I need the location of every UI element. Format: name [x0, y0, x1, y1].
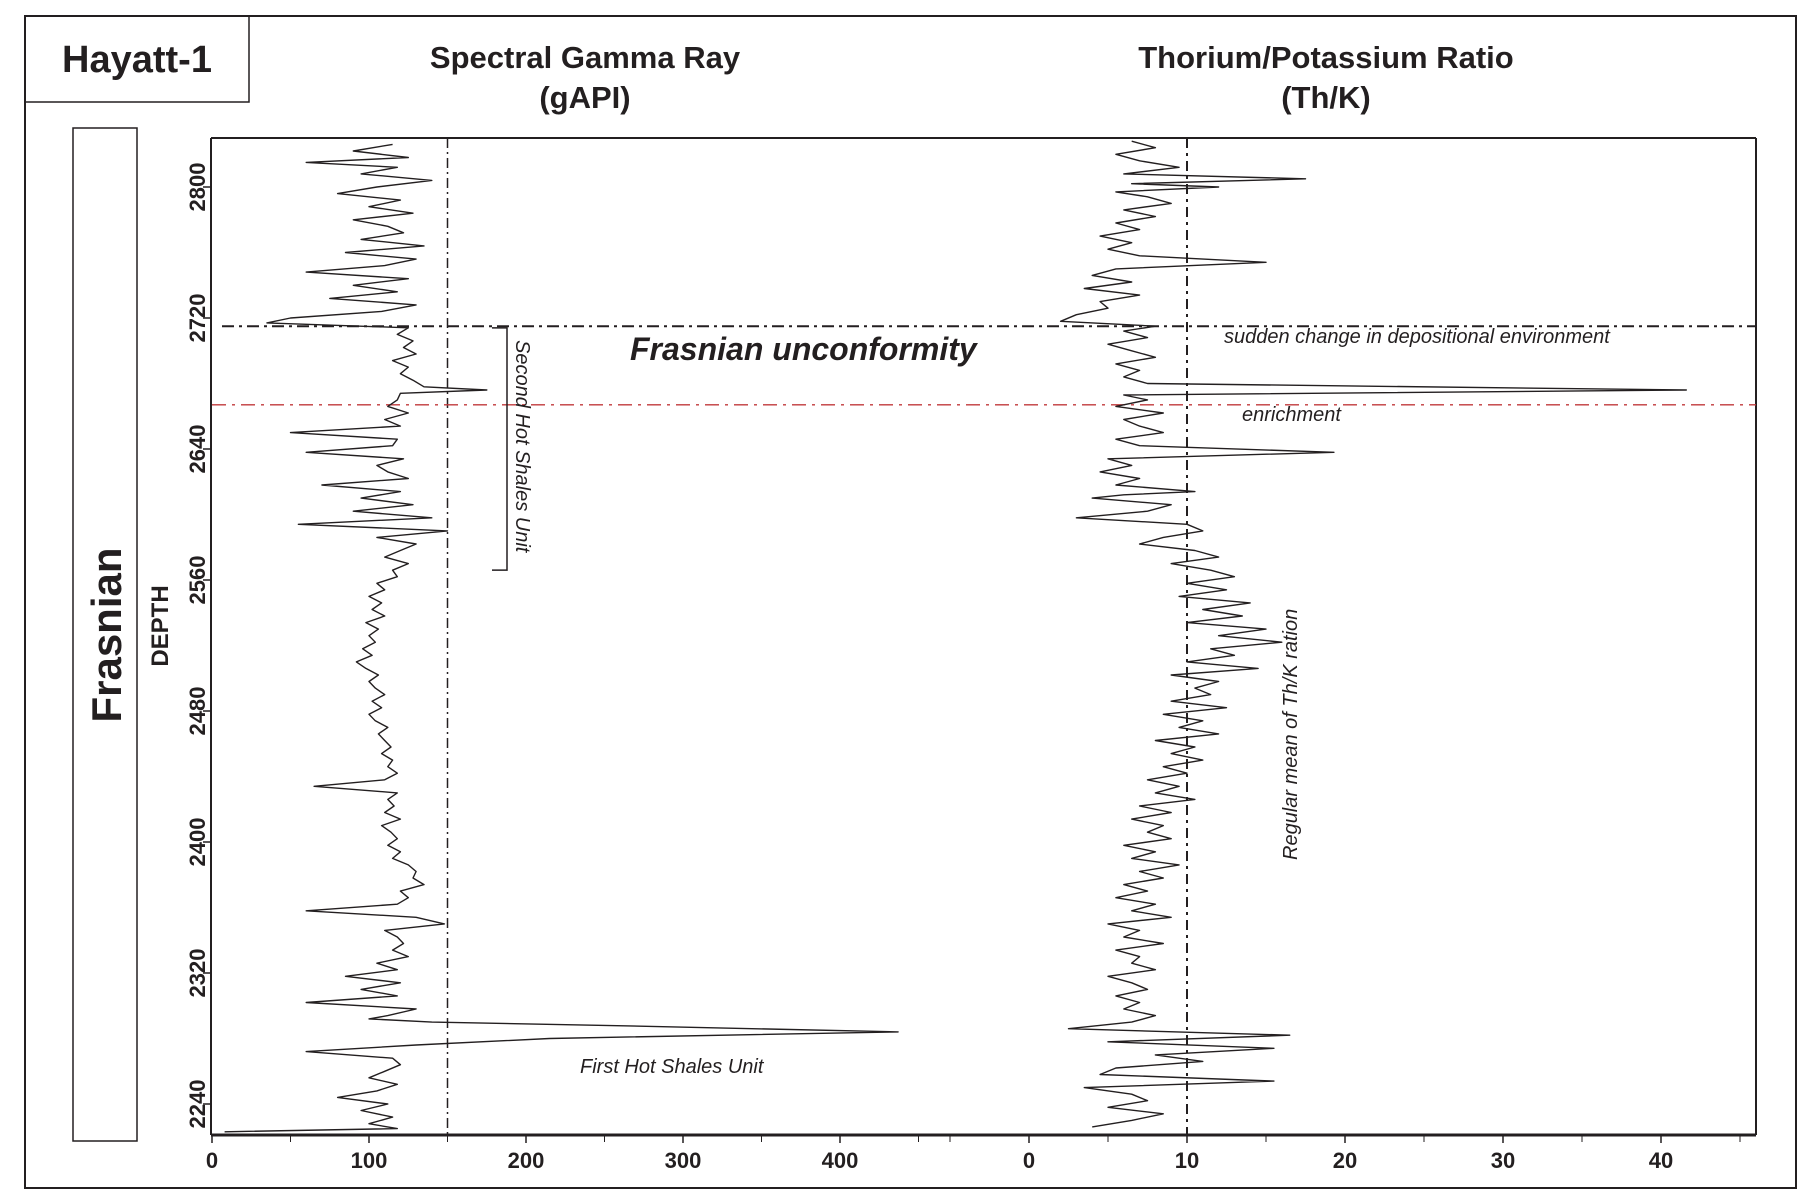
depth-tick-label: 2240 — [185, 1080, 210, 1129]
thk-tick-label: 30 — [1491, 1148, 1515, 1173]
well-name: Hayatt-1 — [62, 39, 212, 81]
formation-label: Frasnian — [83, 547, 130, 722]
thk-tick-label: 20 — [1333, 1148, 1357, 1173]
gr-title: Spectral Gamma Ray — [430, 40, 741, 75]
gr-tick-label: 100 — [351, 1148, 388, 1173]
depth-tick-label: 2800 — [185, 163, 210, 212]
formation-box — [72, 127, 138, 1142]
gr-tick-label: 300 — [665, 1148, 702, 1173]
well-name-box — [24, 15, 250, 103]
depth-axis: 2800 2720 2640 2560 2480 2400 2320 2240 — [185, 163, 211, 1129]
unconformity-label: Frasnian unconformity — [630, 331, 979, 367]
gr-curve — [224, 143, 899, 1133]
thk-x-axis: 0 10 20 30 40 — [918, 1135, 1741, 1173]
depth-tick-label: 2640 — [185, 425, 210, 474]
second-hot-shales-bracket — [492, 327, 508, 571]
regular-mean-label: Regular mean of Th/K ration — [1280, 609, 1302, 860]
gr-unit: (gAPI) — [539, 80, 630, 115]
plot-area — [210, 137, 1757, 1137]
depth-tick-label: 2480 — [185, 687, 210, 736]
second-hot-shales-label: Second Hot Shales Unit — [511, 340, 533, 554]
thk-title: Thorium/Potassium Ratio — [1138, 40, 1513, 75]
first-hot-shales-label: First Hot Shales Unit — [580, 1056, 765, 1078]
depth-tick-label: 2720 — [185, 294, 210, 343]
thk-tick-label: 0 — [1023, 1148, 1035, 1173]
outer-frame — [24, 15, 1797, 1189]
depth-tick-label: 2320 — [185, 949, 210, 998]
depth-tick-label: 2400 — [185, 818, 210, 867]
sudden-change-label: sudden change in depositional environmen… — [1224, 326, 1611, 348]
thk-tick-label: 40 — [1649, 1148, 1673, 1173]
thk-unit: (Th/K) — [1281, 80, 1371, 115]
gr-tick-label: 200 — [508, 1148, 545, 1173]
enrichment-label: enrichment — [1242, 404, 1342, 426]
thk-tick-label: 10 — [1175, 1148, 1199, 1173]
thk-curve — [1059, 140, 1688, 1128]
gr-tick-label: 0 — [206, 1148, 218, 1173]
gr-x-axis: 0 100 200 300 400 — [206, 1135, 919, 1173]
depth-tick-label: 2560 — [185, 556, 210, 605]
gr-tick-label: 400 — [822, 1148, 859, 1173]
depth-axis-label: DEPTH — [147, 585, 174, 666]
